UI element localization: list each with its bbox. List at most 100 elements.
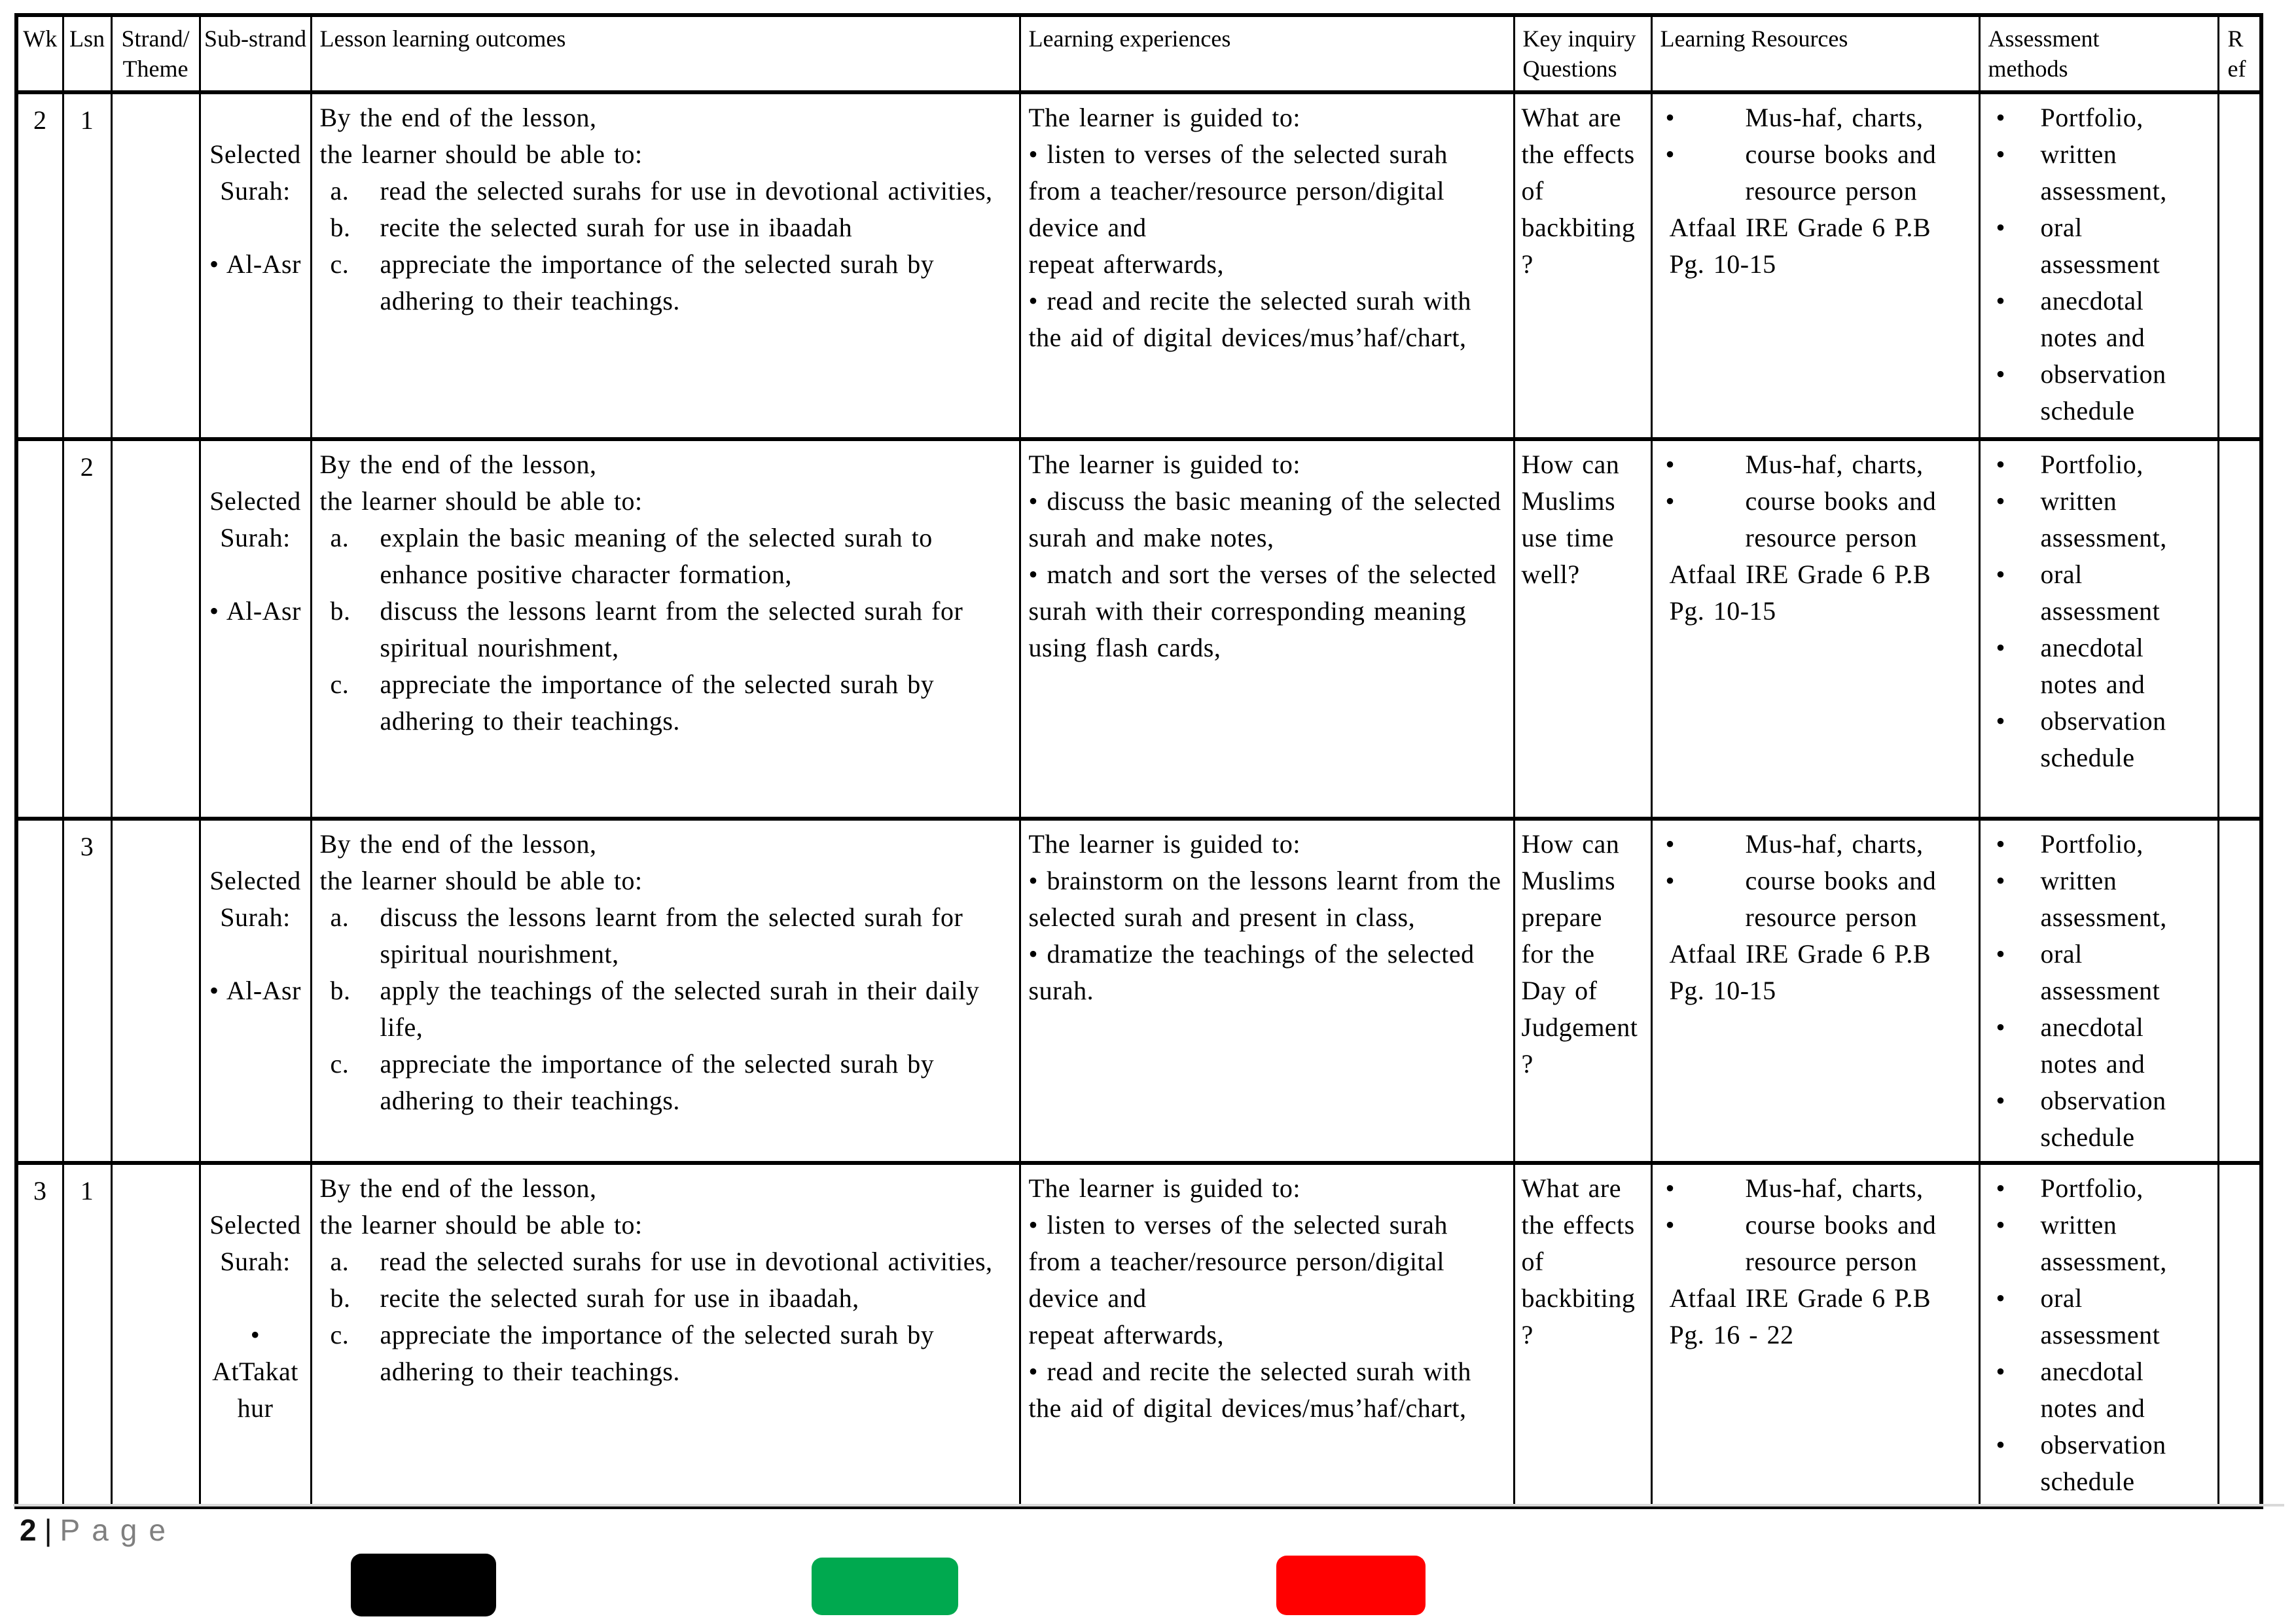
outcomes-intro-line: By the end of the lesson, xyxy=(319,1173,597,1203)
bullet-item-text: anecdotal notes and xyxy=(2040,286,2145,352)
outcome-item-text: appreciate the importance of the selecte… xyxy=(380,669,935,736)
outcome-item-text: appreciate the importance of the selecte… xyxy=(380,1320,935,1386)
bullet-item: Portfolio, xyxy=(1988,1170,2210,1207)
assessment-methods-cell: Portfolio, written assessment, oral asse… xyxy=(1978,1161,2219,1509)
experience-line: • read and recite the selected surah wit… xyxy=(1028,1357,1471,1423)
resource-book-title: Atfaal IRE Grade 6 P.B xyxy=(1669,560,1931,589)
bullet-item-text: Portfolio, xyxy=(2040,1173,2144,1203)
experiences-intro: The learner is guided to: xyxy=(1028,103,1300,132)
bullet-item-text: written assessment, xyxy=(2040,1210,2167,1276)
experience-line: repeat afterwards, xyxy=(1028,1320,1224,1349)
resource-book-title: Atfaal IRE Grade 6 P.B xyxy=(1669,1283,1931,1313)
outcome-item-marker: c. xyxy=(330,1049,350,1079)
bullet-item-text: written assessment, xyxy=(2040,486,2167,552)
bullet-item: oral assessment xyxy=(1988,556,2210,630)
lesson-learning-outcomes-cell: By the end of the lesson, the learner sh… xyxy=(310,437,1021,821)
strand-theme-cell xyxy=(110,1161,201,1509)
column-header-learning-experiences: Learning experiences xyxy=(1018,13,1515,94)
bullet-item: Portfolio, xyxy=(1988,826,2210,863)
key-inquiry-question-cell: How can Muslims use time well? xyxy=(1513,437,1653,821)
bullet-item-text: oral assessment xyxy=(2040,213,2161,279)
page-number: 2 xyxy=(20,1513,37,1547)
bullet-item-text: course books and resource person xyxy=(1745,139,1937,205)
outcome-item-text: explain the basic meaning of the selecte… xyxy=(380,523,933,589)
lesson-learning-outcomes-cell: By the end of the lesson, the learner sh… xyxy=(310,817,1021,1165)
learning-experiences-cell: The learner is guided to: • listen to ve… xyxy=(1018,90,1515,441)
sub-strand-title: Selected Surah: xyxy=(209,1210,301,1276)
week-cell xyxy=(15,817,64,1165)
resources-bullets: Mus-haf, charts, course books and resour… xyxy=(1660,1170,1971,1280)
bullet-item: observation schedule xyxy=(1988,1427,2210,1500)
outcome-item-marker: b. xyxy=(330,596,351,626)
bullet-item-text: oral assessment xyxy=(2040,560,2161,626)
bullet-item-text: course books and resource person xyxy=(1745,1210,1937,1276)
column-header-key-inquiry-questions: Key inquiry Questions xyxy=(1513,13,1653,94)
bullet-item-text: observation schedule xyxy=(2040,359,2166,425)
redaction-bar-black xyxy=(351,1554,496,1616)
outcome-item: b. recite the selected surah for use in … xyxy=(320,1280,1011,1317)
bullet-item-text: Portfolio, xyxy=(2040,103,2144,132)
outcome-item-text: recite the selected surah for use in iba… xyxy=(380,213,853,242)
resource-book-title: Atfaal IRE Grade 6 P.B xyxy=(1669,939,1931,969)
outcome-item: c. appreciate the importance of the sele… xyxy=(320,246,1011,319)
outcomes-list: a. read the selected surahs for use in d… xyxy=(320,1243,1011,1390)
experience-line: • match and sort the verses of the selec… xyxy=(1028,560,1497,662)
outcome-item-marker: b. xyxy=(330,1283,351,1313)
column-header-assessment-methods: Assessment methods xyxy=(1978,13,2219,94)
lesson-cell: 1 xyxy=(62,90,113,441)
outcome-item: a. read the selected surahs for use in d… xyxy=(320,173,1011,209)
outcomes-list: a. read the selected surahs for use in d… xyxy=(320,173,1011,319)
learning-experiences-cell: The learner is guided to: • listen to ve… xyxy=(1018,1161,1515,1509)
outcome-item-marker: b. xyxy=(330,213,351,242)
bullet-item: Mus-haf, charts, xyxy=(1660,1170,1971,1207)
bullet-item: oral assessment xyxy=(1988,1280,2210,1353)
redaction-bar-red xyxy=(1276,1556,1426,1615)
column-header-sub-strand: Sub-strand xyxy=(198,13,312,94)
learning-resources-cell: Mus-haf, charts, course books and resour… xyxy=(1650,817,1981,1165)
bullet-item: course books and resource person xyxy=(1660,136,1971,209)
outcomes-list: a. discuss the lessons learnt from the s… xyxy=(320,899,1011,1119)
ref-cell xyxy=(2217,90,2263,441)
learning-resources-cell: Mus-haf, charts, course books and resour… xyxy=(1650,437,1981,821)
assessment-bullets: Portfolio, written assessment, oral asse… xyxy=(1988,1170,2210,1500)
outcome-item-text: apply the teachings of the selected sura… xyxy=(380,976,980,1042)
assessment-bullets: Portfolio, written assessment, oral asse… xyxy=(1988,826,2210,1156)
page-footer: 2 | Page xyxy=(20,1513,177,1547)
key-inquiry-question-cell: How can Muslims prepare for the Day of J… xyxy=(1513,817,1653,1165)
sub-strand-title: Selected Surah: xyxy=(209,139,301,205)
bullet-item: oral assessment xyxy=(1988,936,2210,1009)
experience-line: • listen to verses of the selected surah… xyxy=(1028,139,1448,242)
bullet-item: course books and resource person xyxy=(1660,1207,1971,1280)
outcome-item-text: discuss the lessons learnt from the sele… xyxy=(380,902,963,969)
learning-experiences-cell: The learner is guided to: • discuss the … xyxy=(1018,437,1515,821)
resource-page-range: Pg. 10-15 xyxy=(1669,976,1776,1005)
assessment-methods-cell: Portfolio, written assessment, oral asse… xyxy=(1978,90,2219,441)
bullet-item-text: Mus-haf, charts, xyxy=(1745,103,1924,132)
lesson-cell: 3 xyxy=(62,817,113,1165)
outcome-item-marker: a. xyxy=(330,523,350,552)
week-cell: 3 xyxy=(15,1161,64,1509)
bullet-item-text: written assessment, xyxy=(2040,139,2167,205)
bullet-item: oral assessment xyxy=(1988,209,2210,283)
sub-strand-cell: Selected Surah: • Al-Asr xyxy=(198,817,312,1165)
resources-bullets: Mus-haf, charts, course books and resour… xyxy=(1660,826,1971,936)
bullet-item: written assessment, xyxy=(1988,863,2210,936)
outcomes-intro-line: the learner should be able to: xyxy=(319,139,643,169)
column-header-learning-resources: Learning Resources xyxy=(1650,13,1981,94)
sub-strand-item: • AtTakathur xyxy=(212,1320,298,1423)
redaction-bar-green xyxy=(812,1558,958,1615)
table-row: 2 1 Selected Surah: • Al-Asr By the end … xyxy=(15,90,2263,441)
outcome-item-text: recite the selected surah for use in iba… xyxy=(380,1283,859,1313)
footer-page-label: Page xyxy=(60,1513,177,1547)
outcome-item-marker: a. xyxy=(330,1247,350,1276)
outcomes-list: a. explain the basic meaning of the sele… xyxy=(320,520,1011,740)
lesson-learning-outcomes-cell: By the end of the lesson, the learner sh… xyxy=(310,90,1021,441)
experience-line: • dramatize the teachings of the selecte… xyxy=(1028,939,1475,1005)
sub-strand-cell: Selected Surah: • Al-Asr xyxy=(198,437,312,821)
bullet-item: written assessment, xyxy=(1988,136,2210,209)
bullet-item: written assessment, xyxy=(1988,1207,2210,1280)
assessment-methods-cell: Portfolio, written assessment, oral asse… xyxy=(1978,437,2219,821)
learning-experiences-cell: The learner is guided to: • brainstorm o… xyxy=(1018,817,1515,1165)
outcome-item-marker: a. xyxy=(330,176,350,205)
